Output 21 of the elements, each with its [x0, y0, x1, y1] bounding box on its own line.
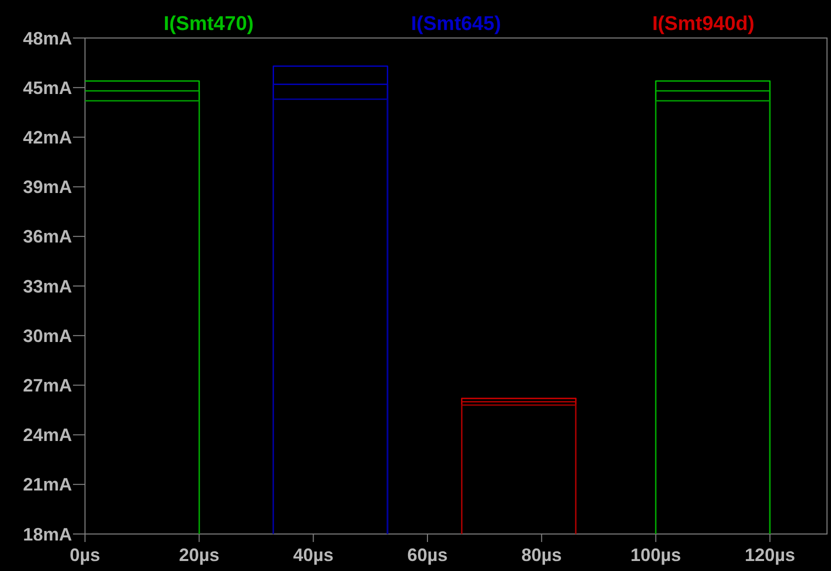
y-tick-label: 39mA	[22, 177, 72, 198]
text: I(Smt470)	[164, 13, 254, 35]
y-tick-label: 21mA	[22, 474, 72, 495]
y-tick-label: 30mA	[22, 326, 72, 346]
y-tick-label: 24mA	[22, 425, 72, 446]
y-tick-label: 36mA	[22, 226, 72, 247]
y-tick-label: 48mA	[22, 28, 72, 48]
x-tick-label: 0µs	[70, 545, 100, 565]
x-tick-label: 20µs	[178, 545, 220, 565]
series-label: I(Smt645)	[410, 13, 502, 35]
y-tick-label: 45mA	[22, 78, 72, 98]
y-tick-label: 18mA	[22, 524, 72, 544]
text: I(Smt940d)	[652, 13, 754, 35]
y-tick-label: 27mA	[22, 376, 72, 396]
y-tick-label: 42mA	[22, 128, 72, 148]
x-tick-label: 60µs	[407, 545, 448, 565]
x-tick-label: 120µs	[744, 545, 796, 565]
x-tick-label: 80µs	[521, 545, 562, 565]
y-tick-label: 33mA	[22, 276, 72, 296]
x-tick-label: 40µs	[293, 545, 334, 565]
x-tick-label: 100µs	[630, 545, 681, 565]
